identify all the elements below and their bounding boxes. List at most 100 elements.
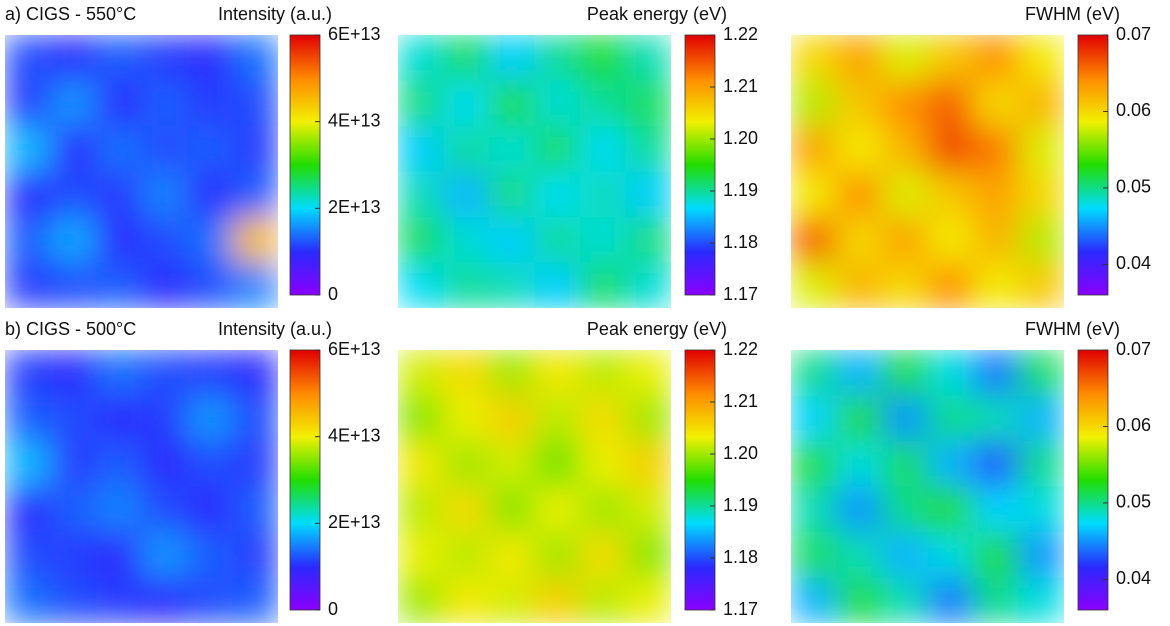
heatmap-cell [1018,35,1064,81]
heatmap-cell [398,532,444,578]
colorbar-tick-label: 2E+13 [328,197,381,217]
heatmap-cell [791,80,837,127]
heatmap-cell [398,35,444,81]
colorbar-tick-label: 1.19 [723,180,758,200]
heatmap-cell [489,350,535,396]
heatmap-cell [927,441,974,487]
heatmap-cell [489,262,535,308]
heatmap-cell [625,35,671,81]
heatmap-cell [791,350,837,396]
heatmap-cell [580,532,626,578]
heatmap-cell [927,217,974,263]
heatmap-cell [580,171,626,218]
heatmap-cell [625,171,671,218]
heatmap-cell [50,126,97,172]
heatmap-cell [443,441,490,487]
heatmap-cell [398,577,444,623]
colorbar-tick-label: 1.22 [723,24,758,44]
heatmap-cell [625,126,671,172]
heatmap-cell [1018,217,1064,263]
heatmap-cell [50,262,97,308]
heatmap-cell [232,217,278,263]
heatmap-cell [96,262,142,308]
colorbar-tick-label: 0.04 [1116,568,1151,588]
colorbar [1077,34,1109,296]
heatmap-cell [973,486,1019,533]
heatmap-cell [5,395,51,442]
colorbar-tick-label: 6E+13 [328,24,381,44]
heatmap-cell [187,35,233,81]
heatmap-cell [836,350,883,396]
heatmap-cell [489,395,535,442]
heatmap-cell [836,395,883,442]
heatmap-cell [141,350,188,396]
heatmap-cell [580,350,626,396]
heatmap-cell [882,217,928,263]
heatmap-cell [232,262,278,308]
heatmap-cells [791,35,1064,308]
heatmap-cell [791,126,837,172]
colorbar-tick-label: 1.20 [723,128,758,148]
colorbar-tick-label: 0 [328,284,338,304]
heatmap-cell [882,35,928,81]
heatmap-cell [882,532,928,578]
heatmap-cell [232,486,278,533]
heatmap-cell [1018,350,1064,396]
heatmap [791,35,1064,308]
heatmap-cell [1018,262,1064,308]
colorbar-tick-label: 0 [328,599,338,619]
heatmap-cell [232,171,278,218]
heatmap-cell [534,395,581,442]
colorbar-tick-label: 0.05 [1116,492,1151,512]
heatmap-cell [50,217,97,263]
heatmap [398,350,671,623]
heatmap-cell [534,80,581,127]
heatmap [5,35,278,308]
heatmap-cell [96,532,142,578]
heatmap-cell [1018,577,1064,623]
colorbar-tick-label: 1.18 [723,547,758,567]
heatmap-cell [489,532,535,578]
heatmap-cell [973,126,1019,172]
heatmap-cell [187,350,233,396]
heatmap-cell [96,171,142,218]
heatmap-cell [96,80,142,127]
heatmap-cell [534,171,581,218]
colorbar-tick-label: 0.05 [1116,177,1151,197]
heatmap-cell [398,217,444,263]
heatmap-cell [580,577,626,623]
colorbar-tick-label: 1.20 [723,443,758,463]
heatmap-cell [1018,395,1064,442]
heatmap-cell [534,262,581,308]
heatmap-cell [187,262,233,308]
heatmap-cell [96,35,142,81]
heatmap-cell [443,171,490,218]
heatmap-cell [443,217,490,263]
heatmap-cell [443,126,490,172]
heatmap-cell [489,126,535,172]
colorbar-tick-label: 1.22 [723,339,758,359]
heatmap-cell [187,441,233,487]
heatmap-cell [50,577,97,623]
heatmap-cell [791,577,837,623]
heatmap-cell [96,577,142,623]
heatmap-cell [141,217,188,263]
heatmap-cell [973,441,1019,487]
heatmap-cell [580,217,626,263]
colorbar-tick-label: 0.06 [1116,100,1151,120]
heatmap-cell [50,350,97,396]
heatmap-cell [187,532,233,578]
colorbar-title: Intensity (a.u.) [218,4,332,24]
heatmap-cell [836,217,883,263]
heatmap-cell [50,532,97,578]
heatmap-cell [791,217,837,263]
heatmap-cell [443,35,490,81]
heatmap-cell [96,441,142,487]
heatmap-cell [50,441,97,487]
heatmap-cell [232,80,278,127]
heatmap-cell [489,441,535,487]
heatmap-cell [50,171,97,218]
heatmap-cells [398,350,671,623]
heatmap-cell [625,80,671,127]
